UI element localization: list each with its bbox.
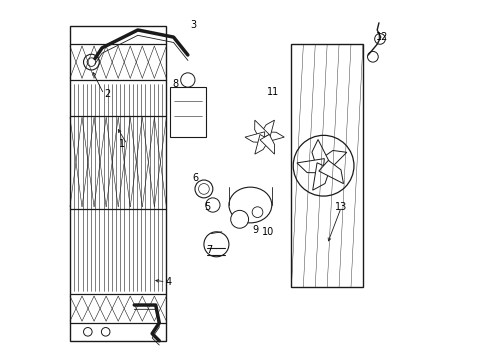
Circle shape xyxy=(83,54,99,70)
Text: 9: 9 xyxy=(253,225,259,235)
Text: 8: 8 xyxy=(172,78,178,89)
Text: 12: 12 xyxy=(376,32,389,42)
Bar xyxy=(292,44,363,287)
Polygon shape xyxy=(255,134,270,154)
Circle shape xyxy=(258,131,271,144)
Circle shape xyxy=(101,328,110,336)
Polygon shape xyxy=(260,120,274,140)
Polygon shape xyxy=(265,132,284,143)
Circle shape xyxy=(368,51,378,62)
Text: 7: 7 xyxy=(206,245,212,255)
Text: 11: 11 xyxy=(268,87,280,98)
Circle shape xyxy=(315,157,333,175)
Circle shape xyxy=(252,207,263,217)
Circle shape xyxy=(293,135,354,196)
Polygon shape xyxy=(319,161,343,184)
Text: 5: 5 xyxy=(204,202,211,212)
Ellipse shape xyxy=(229,187,272,223)
Text: 1: 1 xyxy=(119,139,125,149)
Text: 13: 13 xyxy=(335,202,347,212)
Text: 2: 2 xyxy=(104,89,111,99)
Circle shape xyxy=(204,232,229,257)
Polygon shape xyxy=(260,134,274,154)
Text: 6: 6 xyxy=(192,173,198,183)
Circle shape xyxy=(181,73,195,87)
Text: 10: 10 xyxy=(262,227,274,237)
Polygon shape xyxy=(255,120,270,140)
Bar xyxy=(70,26,167,341)
Bar xyxy=(170,87,206,137)
Text: 3: 3 xyxy=(190,19,196,30)
Text: 4: 4 xyxy=(165,277,172,287)
Polygon shape xyxy=(313,163,330,190)
Circle shape xyxy=(87,58,96,66)
Circle shape xyxy=(83,328,92,336)
Circle shape xyxy=(198,184,209,194)
Polygon shape xyxy=(245,132,265,143)
Circle shape xyxy=(231,210,248,228)
Circle shape xyxy=(262,134,268,140)
Polygon shape xyxy=(312,140,331,167)
Polygon shape xyxy=(320,150,347,172)
Circle shape xyxy=(375,33,386,44)
Circle shape xyxy=(195,180,213,198)
Circle shape xyxy=(206,198,220,212)
Polygon shape xyxy=(297,159,324,173)
